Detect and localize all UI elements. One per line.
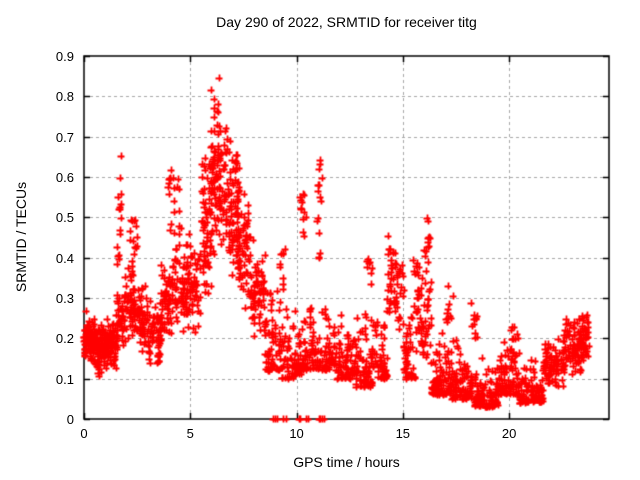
x-axis-label: GPS time / hours [293, 454, 400, 470]
x-tick-label: 5 [186, 426, 194, 441]
y-tick-label: 0.1 [55, 371, 74, 387]
y-tick-label: 0.3 [55, 291, 74, 306]
y-tick-label: 0 [66, 412, 74, 427]
y-axis-label: SRMTID / TECUs [13, 181, 29, 293]
x-tick-label: 0 [80, 426, 88, 441]
y-tick-label: 0.5 [55, 210, 74, 226]
x-tick-label: 15 [395, 426, 411, 441]
y-tick-label: 0.9 [55, 49, 74, 64]
x-tick-label: 20 [501, 426, 517, 441]
y-tick-label: 0.4 [55, 250, 74, 266]
y-tick-label: 0.7 [55, 129, 74, 145]
y-tick-label: 0.6 [55, 170, 74, 185]
x-tick-label: 10 [289, 426, 304, 441]
y-tick-label: 0.8 [55, 89, 74, 105]
y-tick-label: 0.2 [55, 331, 74, 347]
chart-title: Day 290 of 2022, SRMTID for receiver tit… [216, 14, 477, 30]
